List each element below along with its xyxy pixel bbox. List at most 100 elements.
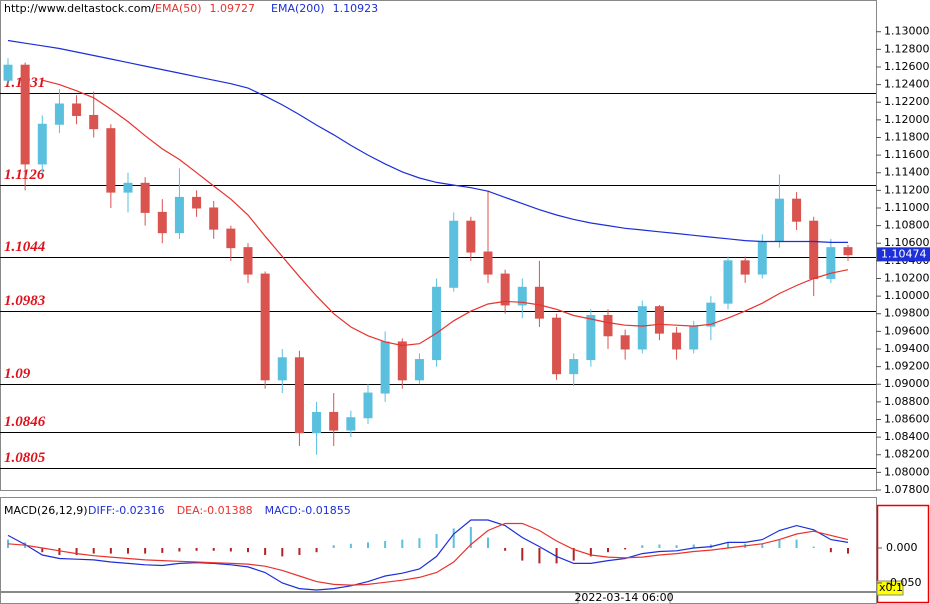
legend-name: EMA(50) (155, 2, 202, 15)
scale-label: x0.1 (879, 581, 903, 594)
legend-value: 1.10923 (333, 2, 379, 15)
y-tick-label: 1.10200 (884, 271, 930, 284)
candle-body (466, 220, 476, 253)
y-tick-label: 1.13000 (884, 25, 930, 38)
candle-body (192, 196, 202, 209)
price-panel (0, 0, 877, 491)
source-url: http://www.deltastock.com/ (4, 2, 155, 15)
y-tick-label: 1.12400 (884, 78, 930, 91)
level-label: 1.1044 (4, 239, 46, 255)
candle-body (792, 198, 802, 222)
candle-body (243, 247, 253, 275)
candle-body (157, 211, 167, 234)
macd-line (7, 519, 849, 591)
y-tick-label: 1.09200 (884, 360, 930, 373)
candle-body (414, 359, 424, 381)
y-tick-label: 1.11400 (884, 166, 930, 179)
candle-body (346, 417, 356, 431)
candle-body (826, 247, 836, 279)
candle-body (534, 286, 544, 319)
time-cursor-box (577, 591, 671, 604)
candle-body (226, 228, 236, 249)
candle-body (620, 335, 630, 350)
candle-body (843, 247, 853, 256)
candle-body (552, 317, 562, 375)
y-tick-label: 1.12800 (884, 42, 930, 55)
level-label: 1.0983 (4, 293, 46, 309)
macd-line (7, 522, 849, 586)
candle-body (449, 220, 459, 288)
y-tick-label: 1.11000 (884, 201, 930, 214)
candle-body (483, 251, 493, 275)
time-bar (0, 592, 877, 604)
level-label: 1.1126 (4, 167, 45, 183)
candle-body (72, 103, 82, 116)
y-tick-label: 1.08800 (884, 395, 930, 408)
macd-panel (0, 497, 877, 592)
y-tick-label: -0.050 (886, 576, 921, 589)
y-tick-label: 1.09400 (884, 342, 930, 355)
candle-body (432, 286, 442, 361)
candle-body (380, 341, 390, 394)
macd-axis-frame (876, 504, 930, 604)
candle-body (637, 306, 647, 350)
y-tick-label: 1.10600 (884, 236, 930, 249)
legend-name: DIFF:-0.02316 (88, 504, 165, 517)
candle-body (54, 103, 64, 125)
candle-body (294, 357, 304, 434)
candle-body (37, 123, 47, 165)
candle-body (517, 286, 527, 306)
legend-name: DEA:-0.01388 (177, 504, 253, 517)
y-tick-label: 0.000 (886, 541, 918, 554)
candle-body (757, 240, 767, 275)
candle-body (174, 196, 184, 234)
candle-body (277, 357, 287, 381)
candle-body (397, 341, 407, 381)
y-tick-label: 1.09000 (884, 377, 930, 390)
current-price-box (877, 247, 930, 262)
y-tick-label: 1.11800 (884, 130, 930, 143)
time-cursor-label: 2022-03-14 06:00 (574, 591, 673, 604)
candle-body (723, 260, 733, 304)
level-label: 1.09 (4, 366, 31, 382)
y-tick-label: 1.08000 (884, 465, 930, 478)
candle-body (774, 198, 784, 242)
y-tick-label: 1.12000 (884, 113, 930, 126)
y-tick-label: 1.12600 (884, 60, 930, 73)
candle-body (89, 114, 99, 130)
scale-box (876, 580, 904, 596)
candle-body (209, 207, 219, 230)
candle-body (654, 306, 664, 334)
candle-body (123, 182, 133, 193)
current-price: 1.10474 (881, 247, 927, 260)
candle-body (809, 220, 819, 279)
candle-body (603, 315, 613, 337)
level-label: 1.0805 (4, 450, 46, 466)
candle-body (500, 273, 510, 306)
y-tick-label: 1.10000 (884, 289, 930, 302)
y-tick-label: 1.09800 (884, 307, 930, 320)
candle-body (260, 273, 270, 381)
legend-name: EMA(200) (271, 2, 325, 15)
y-tick-label: 1.08600 (884, 412, 930, 425)
candle-body (140, 182, 150, 213)
candle-body (3, 64, 13, 81)
candle-body (106, 128, 116, 193)
candle-body (312, 411, 322, 434)
candle-body (689, 325, 699, 350)
y-tick-label: 1.08400 (884, 430, 930, 443)
candle-body (329, 411, 339, 431)
candle-body (586, 315, 596, 361)
candle-body (363, 392, 373, 419)
y-tick-label: 1.11200 (884, 183, 930, 196)
candle-body (672, 332, 682, 350)
y-tick-label: 1.07800 (884, 483, 930, 496)
y-tick-label: 1.12200 (884, 95, 930, 108)
y-tick-label: 1.11600 (884, 148, 930, 161)
candle-body (740, 260, 750, 275)
candle-body (569, 359, 579, 375)
legend-value: 1.09727 (210, 2, 256, 15)
legend-name: MACD:-0.01855 (265, 504, 351, 517)
ema-line (42, 79, 849, 347)
